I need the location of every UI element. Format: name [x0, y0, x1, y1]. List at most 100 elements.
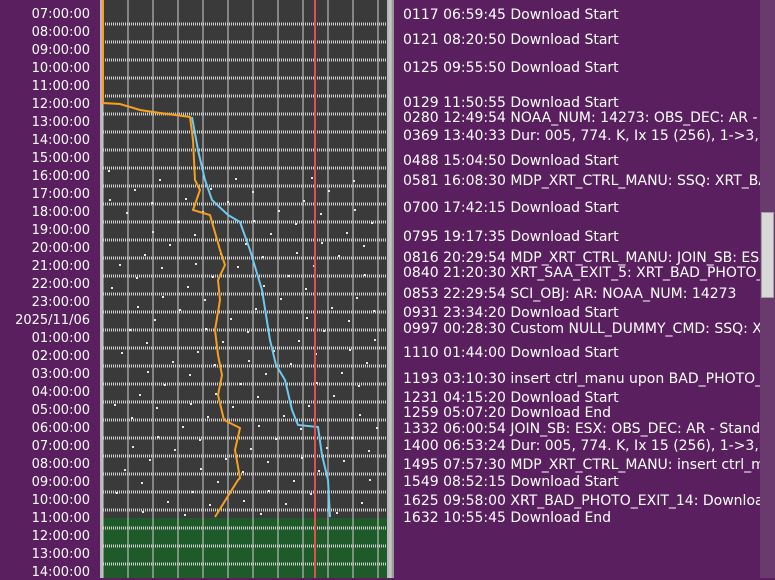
- event-item[interactable]: 0795 19:17:35 Download Start: [403, 229, 619, 245]
- time-axis-label: 08:00:00: [31, 25, 90, 40]
- data-dot: [189, 374, 191, 376]
- event-item[interactable]: 0581 16:08:30 MDP_XRT_CTRL_MANU: SSQ: XR…: [403, 173, 775, 189]
- data-dot: [217, 481, 219, 483]
- event-item[interactable]: 0280 12:49:54 NOAA_NUM: 14273: OBS_DEC: …: [403, 110, 775, 126]
- data-dot: [285, 503, 287, 505]
- data-dot: [308, 405, 310, 407]
- time-axis-label: 22:00:00: [31, 277, 90, 292]
- data-dot: [353, 180, 355, 182]
- data-dot: [338, 255, 340, 257]
- data-dot: [235, 178, 237, 180]
- data-dot: [356, 297, 358, 299]
- data-dot: [152, 231, 154, 233]
- data-dot: [146, 342, 148, 344]
- data-dot: [371, 222, 373, 224]
- data-dot: [172, 361, 174, 363]
- data-dot: [275, 438, 277, 440]
- event-item[interactable]: 0125 09:55:50 Download Start: [403, 60, 619, 76]
- data-dot: [310, 493, 312, 495]
- event-item[interactable]: 1632 10:55:45 Download End: [403, 510, 612, 526]
- data-dot: [240, 383, 242, 385]
- data-dot: [131, 417, 133, 419]
- time-axis-label: 18:00:00: [31, 205, 90, 220]
- event-item[interactable]: 1332 06:00:54 JOIN_SB: ESX: OBS_DEC: AR …: [403, 421, 775, 437]
- event-item[interactable]: 0488 15:04:50 Download Start: [403, 153, 619, 169]
- event-item[interactable]: 1625 09:58:00 XRT_BAD_PHOTO_EXIT_14: Dow…: [403, 493, 775, 509]
- data-dot: [301, 457, 303, 459]
- event-item[interactable]: 1259 05:07:20 Download End: [403, 405, 612, 421]
- data-dot: [320, 213, 322, 215]
- event-item[interactable]: 0853 22:29:54 SCI_OBJ: AR: NOAA_NUM: 142…: [403, 286, 737, 302]
- vertical-scrollbar[interactable]: [760, 0, 775, 578]
- event-item[interactable]: 0816 20:29:54 MDP_XRT_CTRL_MANU: JOIN_SB…: [403, 250, 769, 266]
- time-axis-label: 15:00:00: [31, 151, 90, 166]
- time-axis-label: 06:00:00: [31, 421, 90, 436]
- event-item[interactable]: 0931 23:34:20 Download Start: [403, 305, 619, 321]
- data-dot: [305, 288, 307, 290]
- data-dot: [129, 329, 131, 331]
- time-axis-label: 14:00:00: [31, 565, 90, 580]
- data-dot: [205, 328, 207, 330]
- event-item[interactable]: 0700 17:42:15 Download Start: [403, 200, 619, 216]
- data-dot: [361, 502, 363, 504]
- event-item[interactable]: 0117 06:59:45 Download Start: [403, 7, 619, 23]
- data-dot: [311, 177, 313, 179]
- data-dot: [351, 437, 353, 439]
- time-axis-label: 09:00:00: [31, 475, 90, 490]
- event-item[interactable]: 0840 21:20:30 XRT_SAA_EXIT_5: XRT_BAD_PH…: [403, 265, 775, 281]
- data-dot: [147, 371, 149, 373]
- time-axis-label: 03:00:00: [31, 367, 90, 382]
- data-dot: [144, 254, 146, 256]
- data-dot: [156, 407, 158, 409]
- data-dot: [265, 373, 267, 375]
- time-axis-label: 17:00:00: [31, 187, 90, 202]
- data-dot: [349, 349, 351, 351]
- event-item[interactable]: 1231 04:15:20 Download Start: [403, 390, 619, 406]
- data-dot: [207, 416, 209, 418]
- data-dot: [328, 190, 330, 192]
- event-item[interactable]: 1193 03:10:30 insert ctrl_manu upon BAD_…: [403, 371, 775, 387]
- data-dot: [185, 198, 187, 200]
- data-dot: [139, 394, 141, 396]
- data-dot: [253, 220, 255, 222]
- data-dot: [257, 396, 259, 398]
- data-dot: [336, 512, 338, 514]
- data-dot: [273, 350, 275, 352]
- time-axis-label: 12:00:00: [31, 97, 90, 112]
- data-dot: [187, 286, 189, 288]
- timeline-chart[interactable]: [100, 0, 394, 578]
- scrollbar-thumb[interactable]: [761, 212, 774, 298]
- data-dot: [242, 471, 244, 473]
- data-dot: [159, 179, 161, 181]
- data-dot: [373, 310, 375, 312]
- data-dot: [121, 352, 123, 354]
- data-dot: [214, 364, 216, 366]
- time-axis-label: 11:00:00: [31, 511, 90, 526]
- blue-series-line: [191, 116, 331, 518]
- event-item[interactable]: 0997 00:28:30 Custom NULL_DUMMY_CMD: SSQ…: [403, 321, 775, 337]
- data-dot: [290, 363, 292, 365]
- event-item[interactable]: 0369 13:40:33 Dur: 005, 774. K, Ix 15 (2…: [403, 128, 775, 144]
- data-dot: [288, 275, 290, 277]
- event-item[interactable]: 0129 11:50:55 Download Start: [403, 95, 619, 111]
- data-dot: [124, 469, 126, 471]
- time-axis-label: 04:00:00: [31, 385, 90, 400]
- data-dot: [346, 232, 348, 234]
- event-item[interactable]: 0121 08:20:50 Download Start: [403, 32, 619, 48]
- data-dot: [348, 320, 350, 322]
- timeline-svg[interactable]: [100, 0, 392, 578]
- time-axis-label: 21:00:00: [31, 259, 90, 274]
- time-axis-label: 14:00:00: [31, 133, 90, 148]
- data-dot: [374, 339, 376, 341]
- event-item[interactable]: 1549 08:52:15 Download Start: [403, 474, 619, 490]
- data-dot: [250, 448, 252, 450]
- data-dot: [303, 200, 305, 202]
- event-item[interactable]: 1495 07:57:30 MDP_XRT_CTRL_MANU: insert …: [403, 457, 775, 473]
- data-dot: [137, 306, 139, 308]
- data-dot: [161, 267, 163, 269]
- data-dot: [283, 415, 285, 417]
- data-dot: [268, 490, 270, 492]
- event-item[interactable]: 1400 06:53:24 Dur: 005, 774. K, Ix 15 (2…: [403, 438, 775, 454]
- event-item[interactable]: 1110 01:44:00 Download Start: [403, 345, 619, 361]
- event-list[interactable]: 0117 06:59:45 Download Start 0121 08:20:5…: [403, 0, 775, 578]
